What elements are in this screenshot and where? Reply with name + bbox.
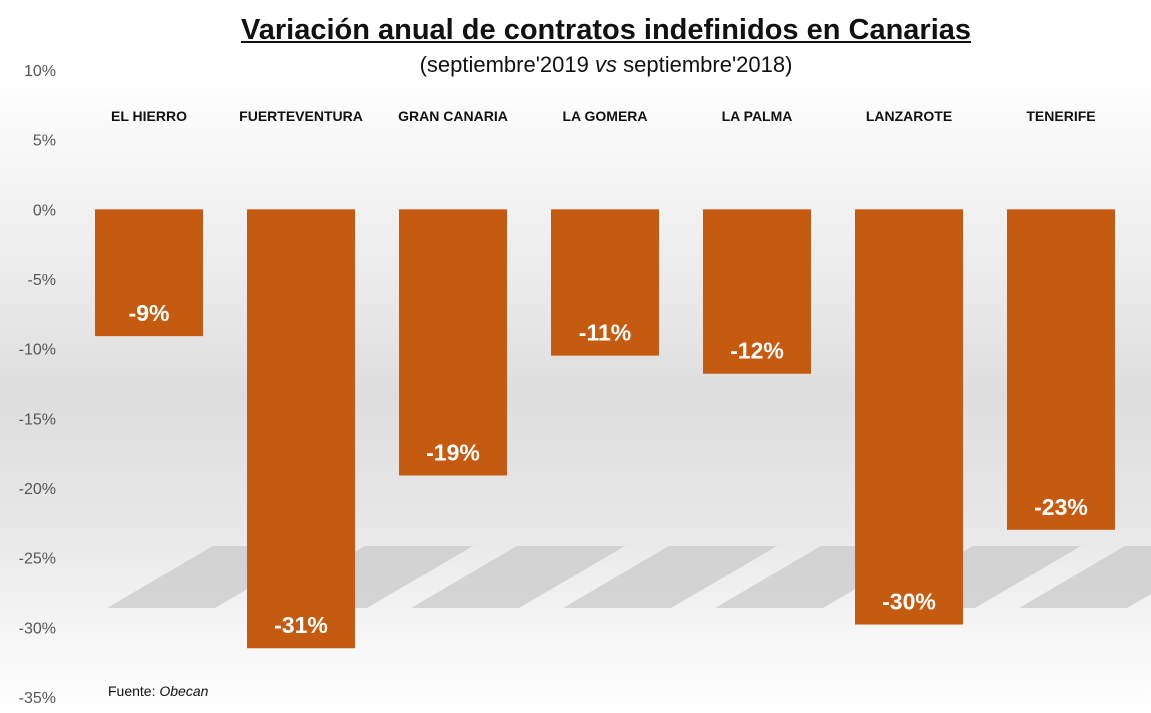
subtitle-date-range-start: (septiembre'2019	[419, 52, 595, 77]
category-label: LANZAROTE	[866, 108, 952, 124]
y-tick-label: 0%	[33, 202, 56, 219]
bar-shadow	[411, 546, 625, 608]
category-label: GRAN CANARIA	[398, 108, 508, 124]
bar	[855, 209, 963, 625]
data-label: -23%	[1034, 494, 1088, 520]
y-tick-label: 5%	[33, 133, 56, 150]
category-label: EL HIERRO	[111, 108, 187, 124]
y-tick-label: -10%	[19, 342, 56, 359]
category-label: FUERTEVENTURA	[239, 108, 363, 124]
data-label: -30%	[882, 589, 936, 615]
data-label: -9%	[129, 300, 170, 326]
y-tick-label: -15%	[19, 411, 56, 428]
category-label: TENERIFE	[1026, 108, 1095, 124]
category-label: LA PALMA	[722, 108, 793, 124]
y-tick-label: -30%	[19, 620, 56, 637]
data-label: -12%	[730, 338, 784, 364]
bar	[1007, 209, 1115, 530]
y-tick-label: -5%	[28, 272, 56, 289]
y-tick-label: -35%	[19, 690, 56, 707]
y-tick-label: -20%	[19, 481, 56, 498]
bar	[551, 209, 659, 356]
bar-shadow	[563, 546, 777, 608]
subtitle-vs: vs	[595, 52, 617, 77]
source-label: Fuente:	[108, 683, 160, 699]
y-tick-label: -25%	[19, 551, 56, 568]
bar	[95, 209, 203, 337]
bar	[703, 209, 811, 374]
bar-shadow	[1019, 546, 1151, 608]
category-label: LA GOMERA	[562, 108, 647, 124]
source-name: Obecan	[159, 683, 209, 699]
chart-subtitle: (septiembre'2019 vs septiembre'2018)	[0, 52, 1151, 78]
source-note: Fuente: Obecan	[108, 683, 208, 699]
y-tick-label: 10%	[24, 63, 56, 80]
bar	[399, 209, 507, 476]
data-label: -11%	[579, 320, 631, 346]
bar	[247, 209, 355, 649]
chart-title: Variación anual de contratos indefinidos…	[240, 14, 972, 46]
subtitle-date-range-end: septiembre'2018)	[617, 52, 793, 77]
data-label: -31%	[274, 612, 328, 638]
data-label: -19%	[426, 439, 480, 465]
